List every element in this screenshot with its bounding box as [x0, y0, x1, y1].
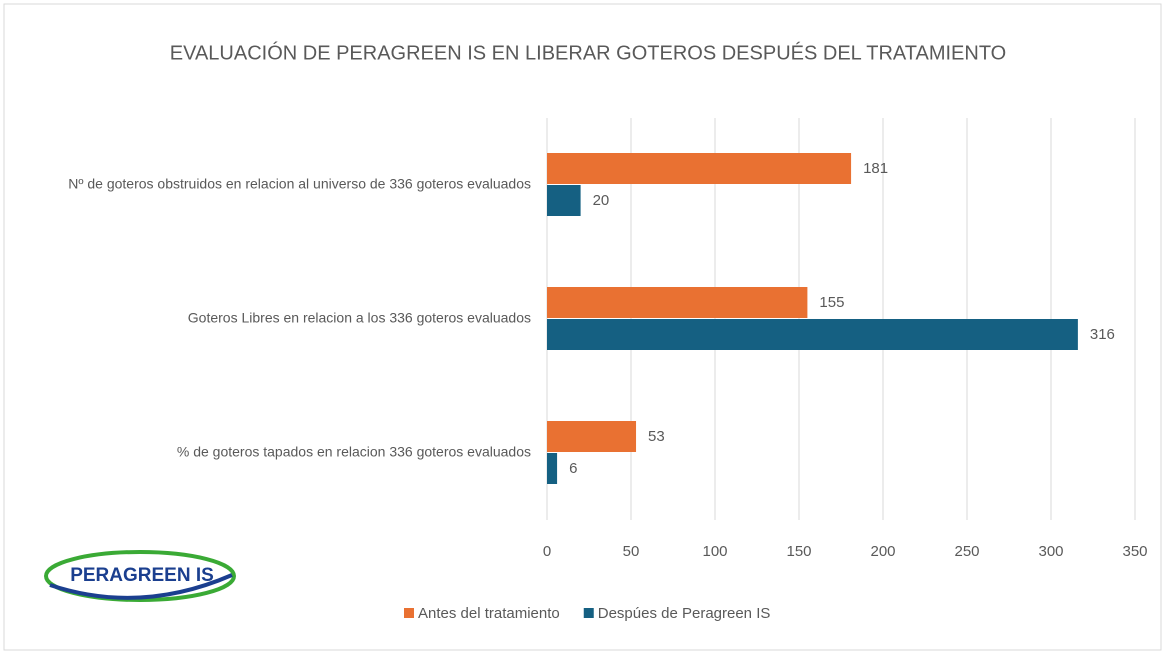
y-tick-label: Goteros Libres en relacion a los 336 got…	[188, 310, 531, 326]
logo-swoosh	[49, 573, 233, 600]
data-label: 53	[648, 428, 665, 445]
x-tick-label: 300	[1038, 543, 1063, 560]
bar	[547, 421, 637, 452]
legend-label: Despúes de Peragreen IS	[598, 605, 771, 622]
logo-text: PERAGREEN IS	[70, 565, 214, 586]
legend-swatch	[404, 608, 414, 618]
x-tick-label: 100	[702, 543, 727, 560]
y-tick-label: % de goteros tapados en relacion 336 got…	[177, 444, 531, 460]
bar	[547, 287, 808, 318]
bar	[547, 153, 852, 184]
data-label: 181	[863, 160, 888, 177]
bar	[547, 185, 581, 216]
logo: PERAGREEN IS	[44, 550, 236, 602]
chart-title: EVALUACIÓN DE PERAGREEN IS EN LIBERAR GO…	[170, 41, 1006, 64]
bar	[547, 319, 1078, 350]
x-tick-label: 150	[786, 543, 811, 560]
x-tick-label: 250	[954, 543, 979, 560]
legend-swatch	[583, 608, 594, 618]
x-tick-label: 350	[1122, 543, 1147, 560]
data-label: 155	[819, 294, 844, 311]
bar	[547, 453, 558, 484]
logo-swoosh	[44, 550, 236, 602]
data-label: 316	[1090, 326, 1115, 343]
data-label: 20	[593, 192, 610, 209]
x-tick-label: 0	[543, 543, 551, 560]
x-tick-label: 50	[623, 543, 640, 560]
x-tick-label: 200	[870, 543, 895, 560]
y-tick-label: Nº de goteros obstruidos en relacion al …	[68, 176, 531, 192]
legend-label: Antes del tratamiento	[418, 605, 560, 622]
data-label: 6	[569, 460, 577, 477]
